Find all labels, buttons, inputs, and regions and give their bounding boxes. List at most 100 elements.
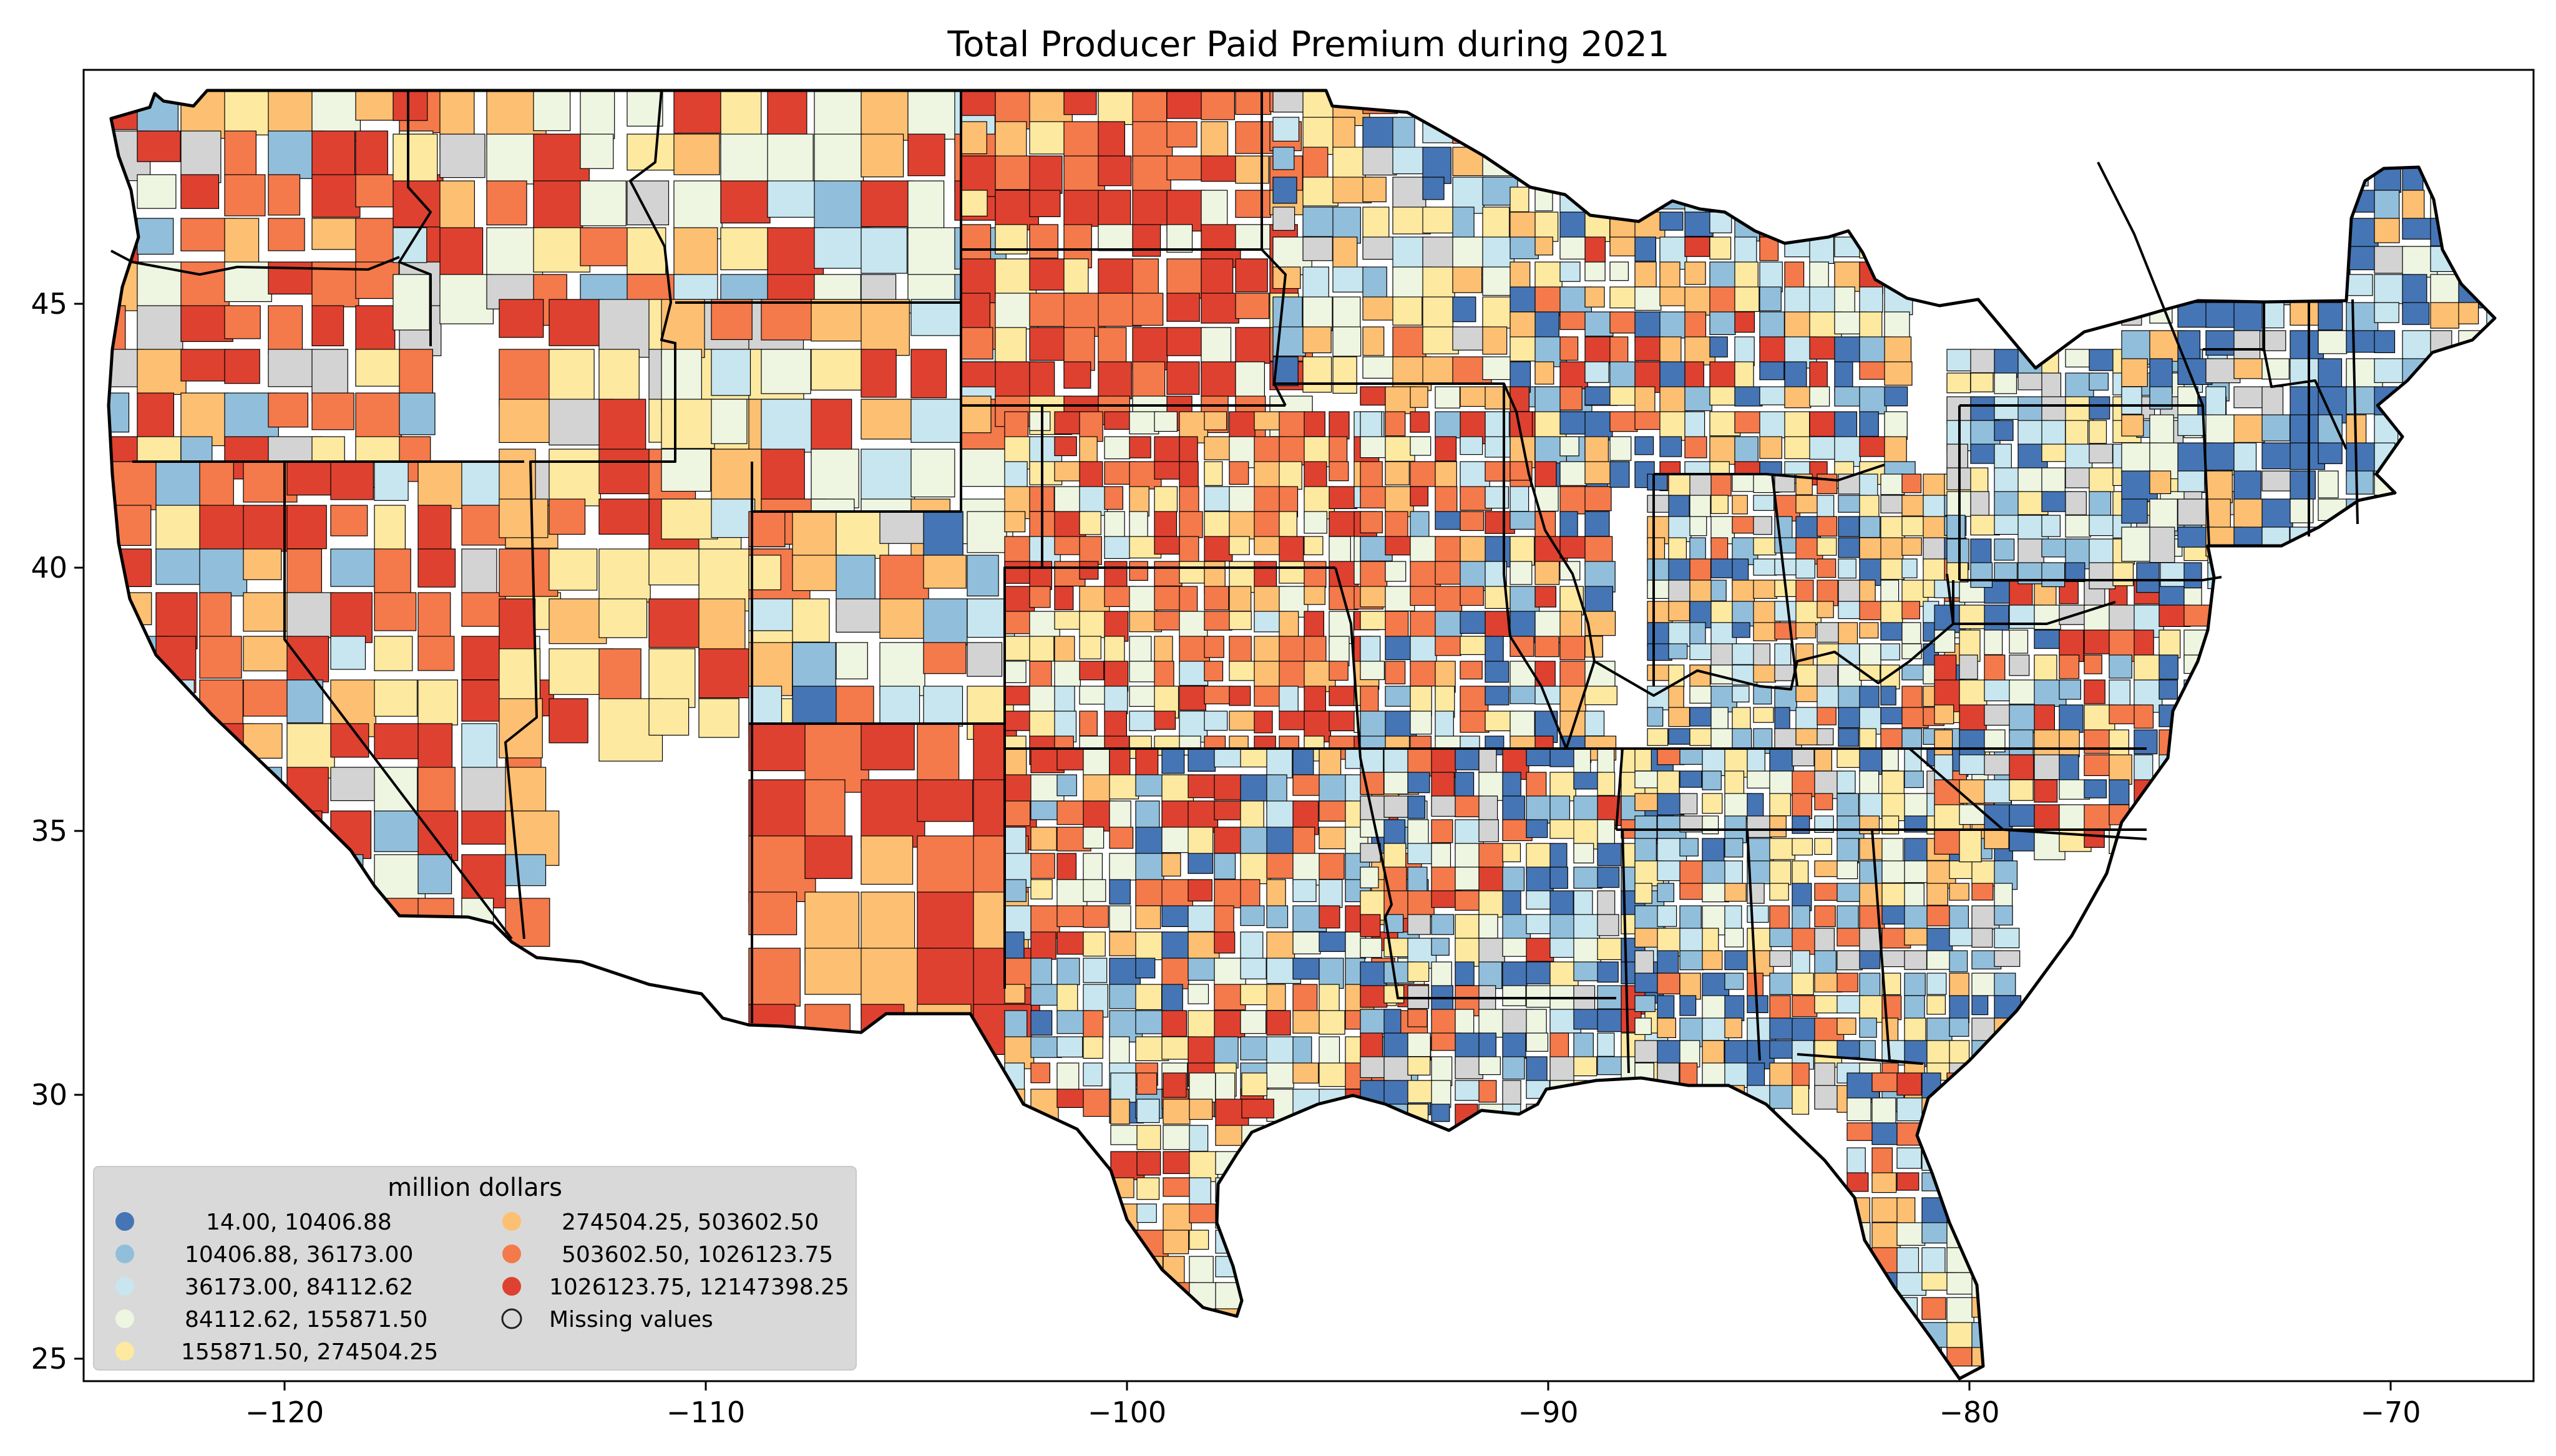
county-cell xyxy=(1657,905,1677,927)
county-cell xyxy=(1292,931,1321,954)
county-cell xyxy=(1994,562,2018,582)
county-cell xyxy=(1634,436,1654,455)
county-cell xyxy=(1410,536,1440,565)
county-cell xyxy=(804,835,852,879)
county-cell xyxy=(1644,1104,1674,1126)
county-cell xyxy=(2346,246,2375,271)
county-cell xyxy=(2177,162,2203,193)
county-cell xyxy=(1871,1147,1893,1177)
county-cell xyxy=(1573,748,1591,775)
county-cell xyxy=(2134,729,2158,755)
county-cell xyxy=(1724,883,1747,902)
county-cell xyxy=(1526,914,1555,934)
county-cell xyxy=(1634,815,1657,842)
county-cell xyxy=(2009,829,2036,852)
county-cell xyxy=(1702,883,1730,903)
county-cell xyxy=(486,180,527,226)
county-cell xyxy=(1229,611,1252,630)
county-cell xyxy=(1814,838,1832,855)
county-cell xyxy=(1549,914,1576,942)
county-cell xyxy=(1329,561,1359,591)
county-cell xyxy=(1817,686,1840,709)
county-cell xyxy=(1959,654,1978,680)
county-cell xyxy=(1753,495,1775,511)
county-cell xyxy=(1795,622,1817,639)
county-cell xyxy=(2346,527,2383,555)
county-cell xyxy=(1079,486,1108,516)
county-cell xyxy=(2065,420,2089,449)
plot-frame xyxy=(82,69,2535,1382)
county-cell xyxy=(330,548,379,587)
county-cell xyxy=(1056,1036,1083,1058)
county-cell xyxy=(1949,905,1969,932)
county-cell xyxy=(1657,1085,1684,1111)
county-cell xyxy=(2158,654,2178,680)
county-cell xyxy=(1362,236,1394,260)
county-cell xyxy=(109,349,144,387)
county-cell xyxy=(1792,928,1818,955)
county-cell xyxy=(1004,611,1033,634)
county-cell xyxy=(1774,622,1798,640)
county-cell xyxy=(1584,411,1613,441)
county-cell xyxy=(2149,527,2175,563)
county-cell xyxy=(861,399,920,440)
county-cell xyxy=(1702,1062,1728,1087)
county-cell xyxy=(2430,386,2466,410)
x-tick-label: −70 xyxy=(2360,1395,2421,1429)
county-cell xyxy=(814,180,869,234)
county-cell xyxy=(1510,686,1538,704)
county-cell xyxy=(1510,236,1539,260)
county-cell xyxy=(180,130,222,183)
county-cell xyxy=(1166,361,1200,395)
county-cell xyxy=(1769,1085,1795,1109)
county-cell xyxy=(355,349,402,387)
county-cell xyxy=(2065,349,2090,367)
county-cell xyxy=(1759,386,1786,405)
county-cell xyxy=(1949,883,1969,901)
county-cell xyxy=(1684,361,1704,390)
county-cell xyxy=(1360,686,1379,712)
county-cell xyxy=(2346,190,2379,213)
county-cell xyxy=(1510,536,1535,566)
county-cell xyxy=(2430,162,2459,189)
county-cell xyxy=(2121,162,2157,183)
county-cell xyxy=(1362,326,1385,356)
county-cell xyxy=(268,349,314,387)
county-cell xyxy=(1904,973,1926,996)
county-cell xyxy=(2346,274,2373,296)
county-cell xyxy=(2121,274,2153,298)
county-cell xyxy=(2009,580,2033,608)
county-cell xyxy=(2089,372,2109,391)
county-cell xyxy=(2109,654,2132,679)
county-cell xyxy=(1901,622,1921,644)
county-cell xyxy=(1179,661,1209,686)
county-cell xyxy=(1597,1056,1622,1075)
county-cell xyxy=(1482,90,1510,110)
county-cell xyxy=(1946,1272,1974,1295)
county-cell xyxy=(2089,491,2112,517)
county-cell xyxy=(2009,729,2034,755)
county-cell xyxy=(1609,386,1639,406)
county-cell xyxy=(1702,770,1722,790)
county-cell xyxy=(1455,961,1475,986)
county-cell xyxy=(1926,950,1954,970)
county-cell xyxy=(1266,1062,1294,1089)
county-cell xyxy=(1030,1089,1059,1122)
county-cell xyxy=(1079,461,1103,489)
county-cell xyxy=(2430,470,2454,506)
county-cell xyxy=(1710,707,1729,731)
county-cell xyxy=(1004,827,1027,856)
county-cell xyxy=(2486,162,2495,193)
county-cell xyxy=(2318,527,2342,555)
county-cell xyxy=(1079,686,1107,705)
county-cell xyxy=(1659,261,1680,292)
county-cell xyxy=(923,555,967,589)
county-cell xyxy=(2158,729,2187,756)
county-cell xyxy=(1896,1322,1923,1341)
county-cell xyxy=(1098,190,1131,227)
county-cell xyxy=(486,133,542,185)
county-cell xyxy=(1204,711,1228,731)
county-cell xyxy=(1510,261,1531,289)
county-cell xyxy=(917,779,973,822)
county-cell xyxy=(1029,686,1057,714)
